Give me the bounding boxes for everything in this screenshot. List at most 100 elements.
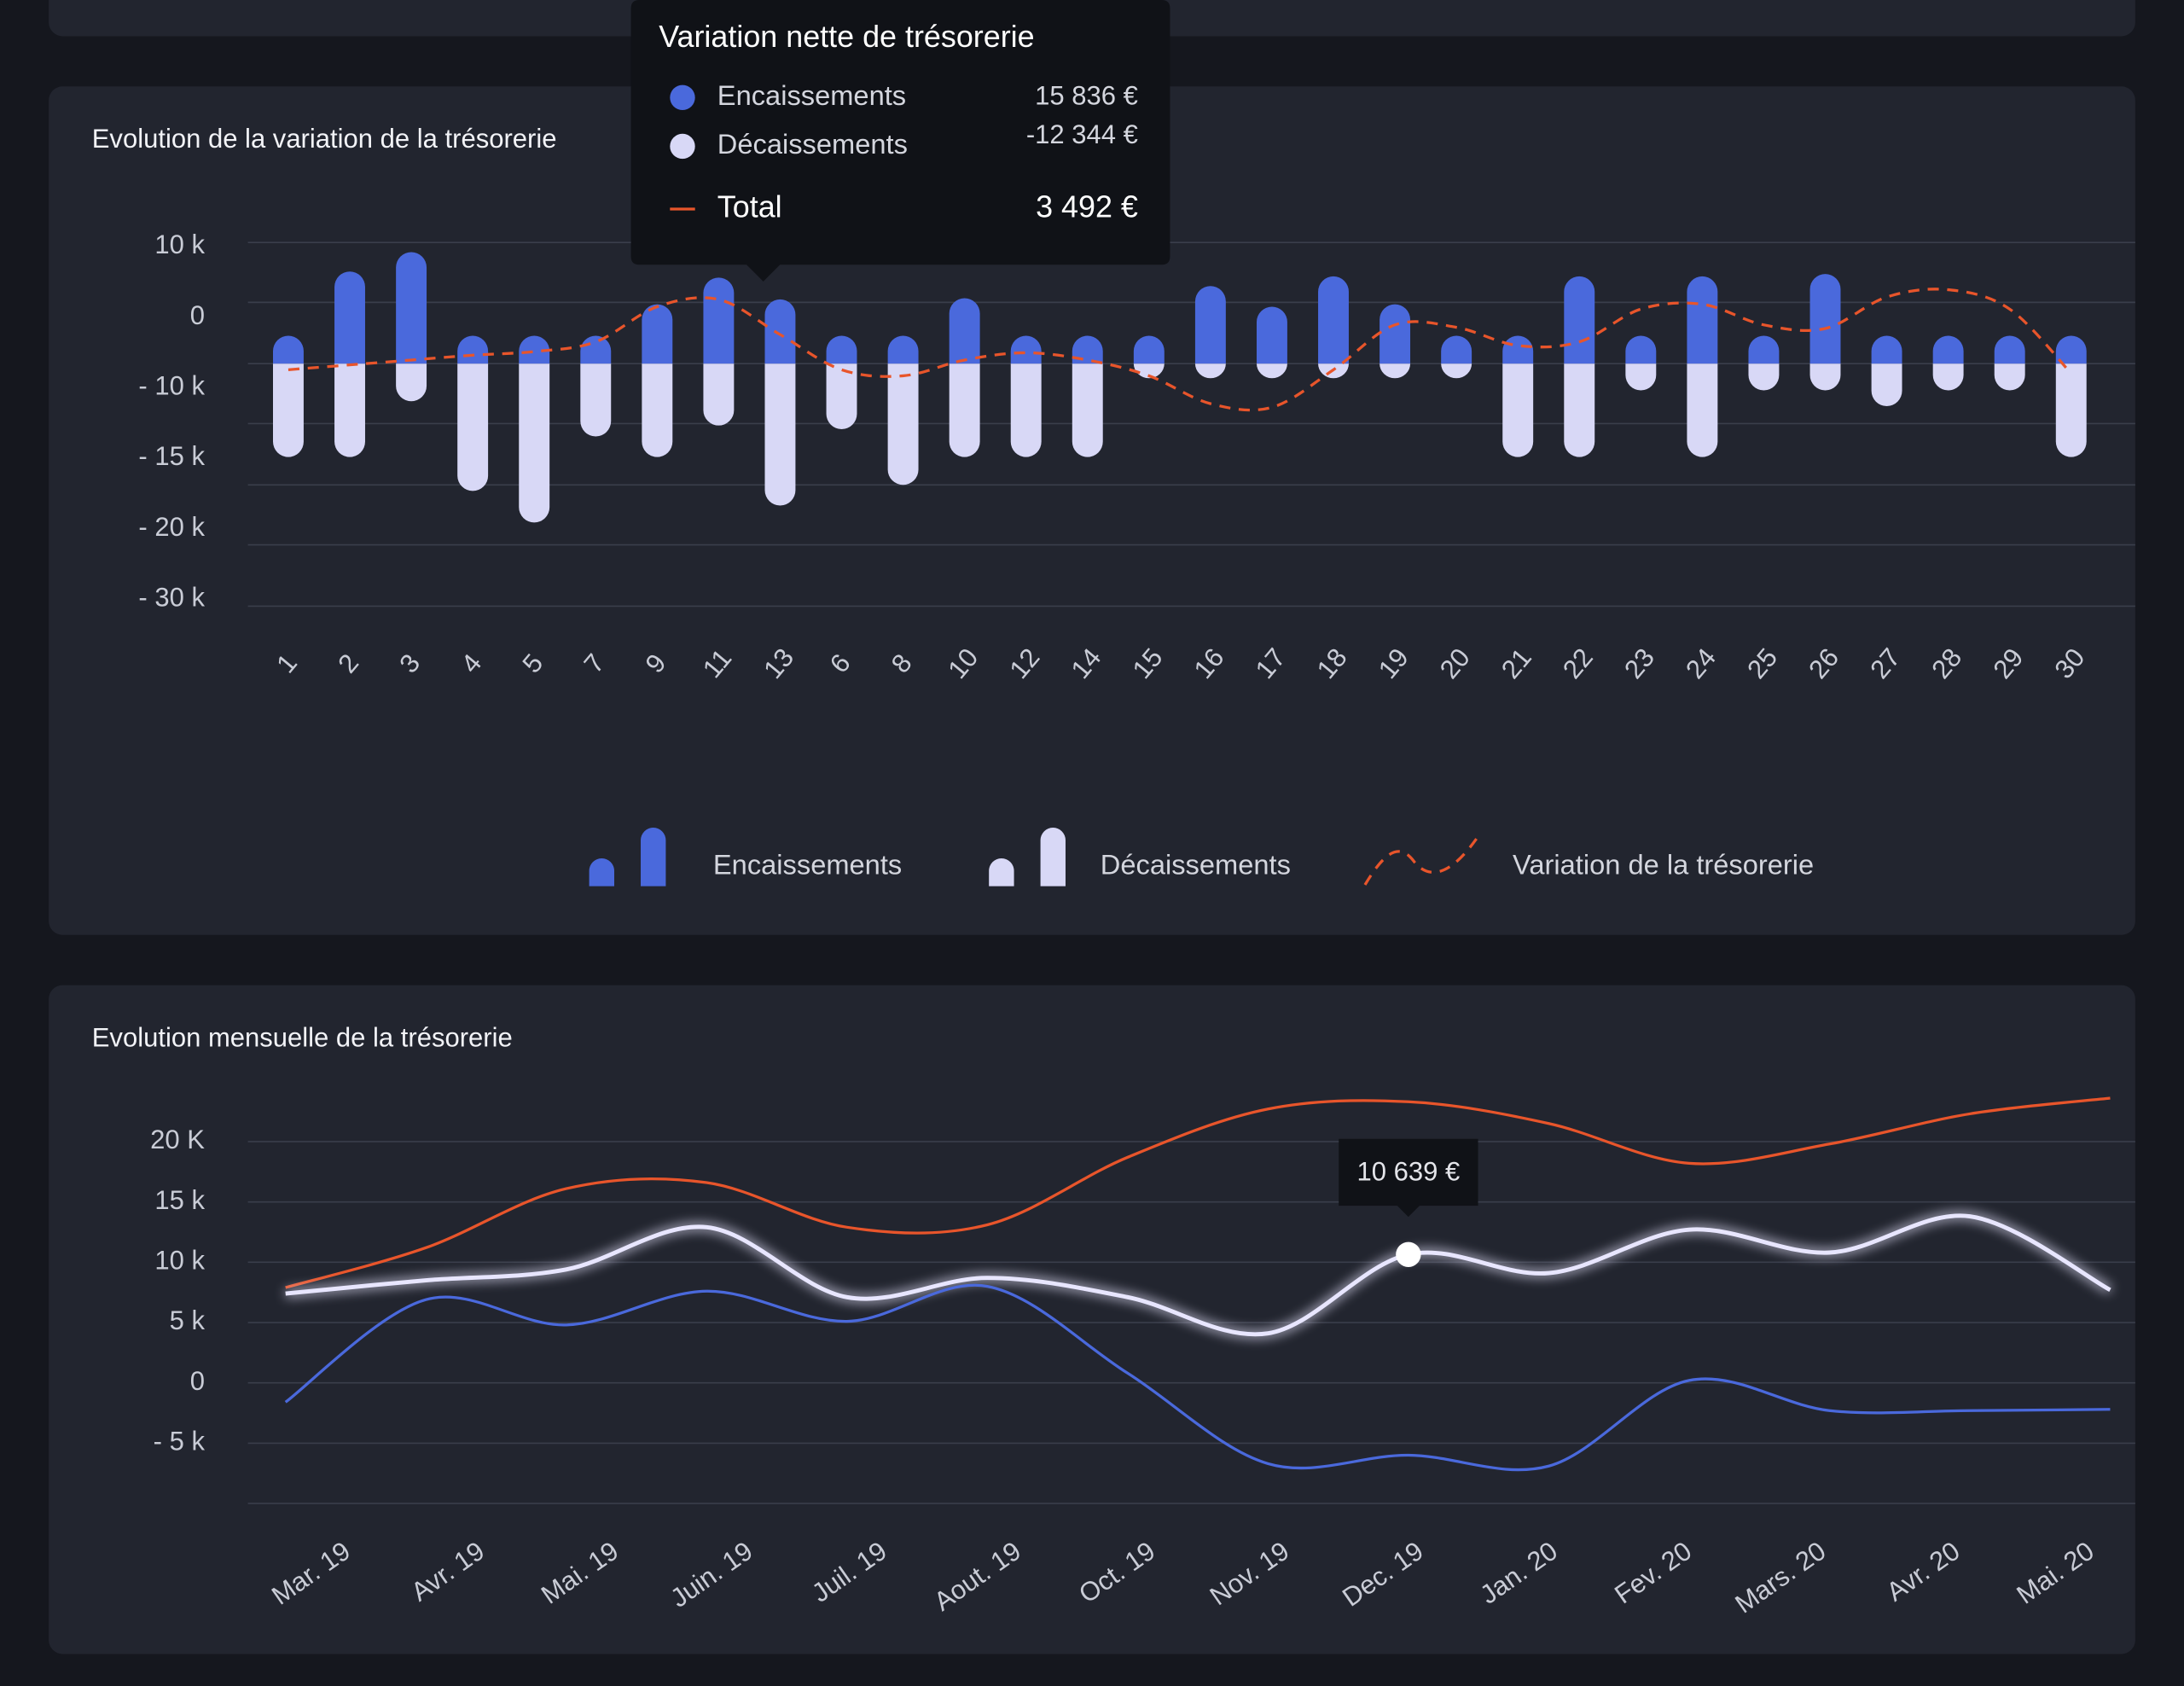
- bar: [887, 335, 919, 364]
- bar: [519, 363, 550, 523]
- bar: [1010, 335, 1042, 364]
- y-tick-label: 0: [190, 1366, 205, 1396]
- bar: [334, 271, 365, 364]
- tooltip-value: -12 344 €: [1026, 119, 1138, 149]
- tooltip-label: Décaissements: [717, 128, 908, 160]
- y-tick-label: - 15 k: [138, 441, 205, 471]
- bar: [764, 299, 796, 364]
- bar: [1194, 286, 1226, 364]
- legend-label: Encaissements: [713, 848, 902, 880]
- bar: [1748, 335, 1780, 364]
- bar: [1072, 335, 1103, 364]
- chart-title: Evolution mensuelle de la trésorerie: [92, 1022, 513, 1052]
- bar: [826, 335, 857, 364]
- bar: [1502, 363, 1534, 457]
- bar: [1748, 363, 1780, 391]
- bar: [1380, 363, 1411, 379]
- y-tick-label: - 30 k: [138, 582, 205, 612]
- legend-icon: [589, 858, 614, 887]
- bar: [1871, 335, 1902, 364]
- legend-icon: [641, 828, 666, 887]
- bar: [1687, 363, 1718, 457]
- bar: [1256, 306, 1287, 364]
- y-tick-label: - 20 k: [138, 512, 205, 542]
- y-tick-label: 10 k: [154, 230, 205, 259]
- bar: [580, 335, 612, 364]
- y-tick-label: - 5 k: [154, 1427, 206, 1456]
- bar: [396, 252, 427, 364]
- bar: [642, 363, 673, 457]
- bar: [1318, 276, 1349, 364]
- tooltip-label: Encaissements: [717, 79, 906, 111]
- legend-label: Variation de la trésorerie: [1513, 848, 1814, 880]
- legend-icon: [989, 858, 1014, 887]
- bar: [1133, 335, 1165, 364]
- bar: [1564, 363, 1595, 457]
- chart-title: Evolution de la variation de la trésorer…: [92, 124, 557, 154]
- bar: [887, 363, 919, 485]
- bar: [1871, 363, 1902, 406]
- card: [49, 985, 2135, 1654]
- card: [49, 86, 2135, 935]
- tooltip-dot: [670, 133, 695, 160]
- tooltip: Variation nette de trésorerie Encaissemen…: [630, 0, 1170, 282]
- y-tick-label: 5 k: [170, 1305, 206, 1335]
- y-tick-label: 10 k: [154, 1246, 205, 1276]
- bar: [1932, 363, 1964, 391]
- bar: [826, 363, 857, 429]
- legend-icon: [1363, 838, 1478, 886]
- bar: [1072, 363, 1103, 457]
- legend-label: Décaissements: [1101, 848, 1291, 880]
- y-tick-label: 20 K: [150, 1125, 205, 1154]
- bar: [457, 363, 489, 491]
- line: [288, 288, 2072, 412]
- bar: [2055, 335, 2087, 364]
- data-label: 10 639 €: [1357, 1157, 1461, 1187]
- bar: [1564, 276, 1595, 364]
- y-tick-label: 0: [190, 300, 205, 330]
- bar: [1994, 335, 2025, 364]
- tooltip-box: [630, 0, 1170, 282]
- bar: [949, 298, 980, 364]
- bar: [273, 335, 304, 364]
- bar: [519, 335, 550, 364]
- bar: [1380, 304, 1411, 364]
- tooltip-value: 15 836 €: [1035, 80, 1138, 110]
- bar: [1010, 363, 1042, 457]
- bar: [273, 363, 304, 457]
- bar: [1625, 335, 1657, 364]
- bar: [1194, 363, 1226, 379]
- legend-icon: [1040, 828, 1066, 887]
- bar: [1133, 363, 1165, 379]
- y-tick-label: 15 k: [154, 1185, 205, 1215]
- bar: [1809, 363, 1841, 391]
- bar: [1994, 363, 2025, 391]
- y-tick-label: - 10 k: [138, 371, 205, 401]
- bar: [1441, 335, 1472, 364]
- tooltip-title: Variation nette de trésorerie: [659, 19, 1034, 54]
- bar: [1809, 274, 1841, 364]
- tooltip-value: 3 492 €: [1036, 189, 1138, 224]
- tooltip-box: [1339, 1138, 1478, 1218]
- bar: [1441, 363, 1472, 379]
- tooltip-label: Total: [717, 189, 782, 224]
- bar: [396, 363, 427, 402]
- tooltip-dot: [670, 84, 695, 111]
- bar: [703, 277, 735, 364]
- bar: [1256, 363, 1287, 379]
- bar: [764, 363, 796, 506]
- bar: [949, 363, 980, 457]
- bar: [1687, 276, 1718, 364]
- highlight-point: [1396, 1241, 1421, 1267]
- bar: [580, 363, 612, 437]
- bar: [642, 304, 673, 364]
- bar: [703, 363, 735, 426]
- bar: [1932, 335, 1964, 364]
- line: [285, 1213, 2111, 1337]
- line: [284, 1283, 2111, 1472]
- bar: [334, 363, 365, 457]
- bar: [1625, 363, 1657, 391]
- bar: [2055, 363, 2087, 457]
